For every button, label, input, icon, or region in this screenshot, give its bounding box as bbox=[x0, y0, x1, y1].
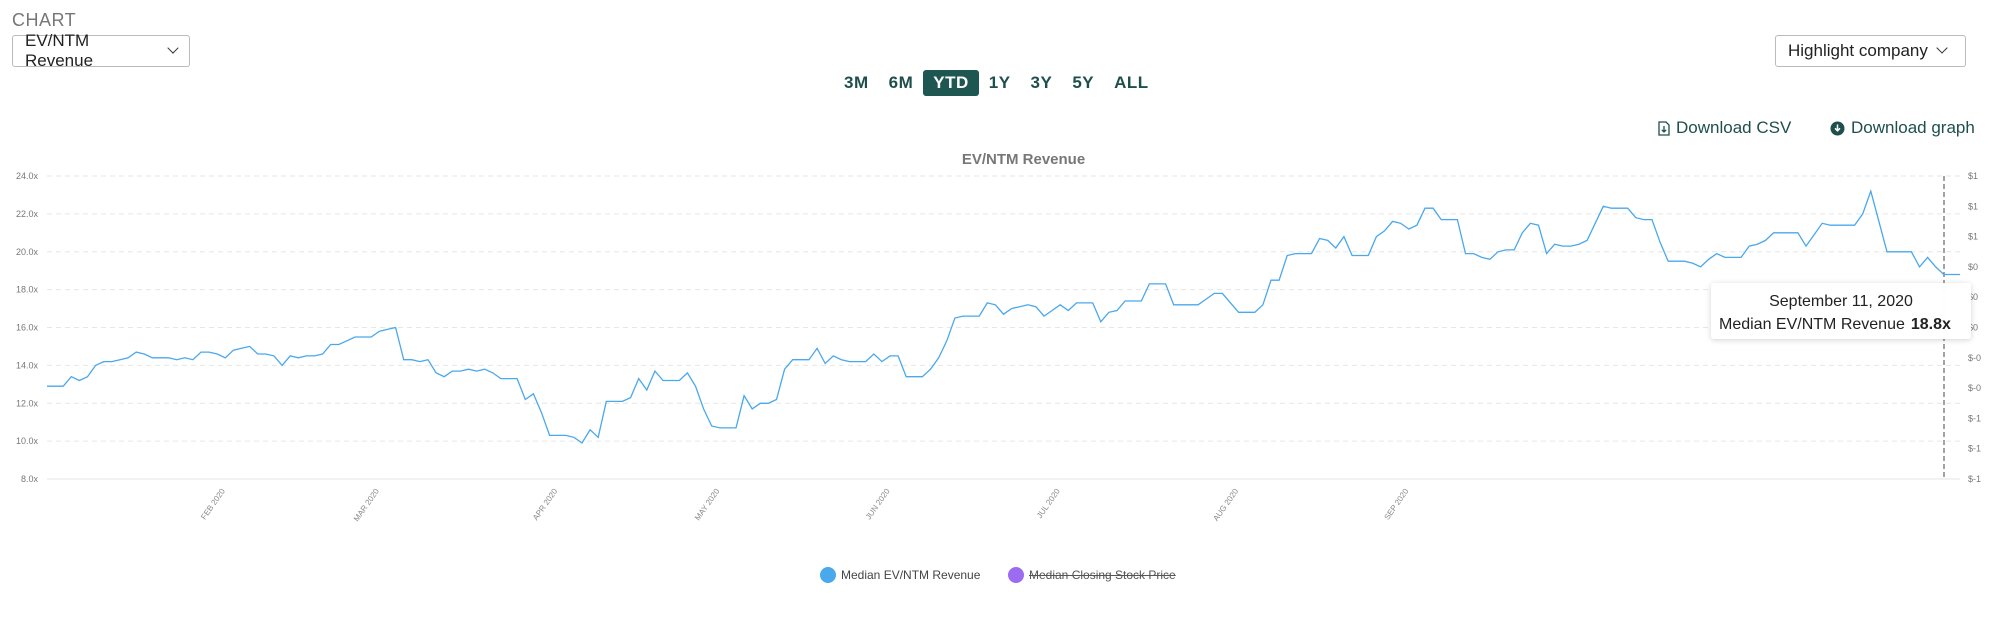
x-tick-label: MAR 2020 bbox=[352, 487, 381, 524]
y2-tick-label: $1 bbox=[1968, 201, 1978, 211]
y2-tick-label: $1 bbox=[1968, 232, 1978, 242]
legend-item-median-closing-stock-price[interactable]: Median Closing Stock Price bbox=[1008, 567, 1176, 583]
y-tick-label: 18.0x bbox=[16, 285, 39, 295]
legend-marker bbox=[1008, 567, 1024, 583]
x-tick-label: JUL 2020 bbox=[1035, 487, 1062, 520]
y2-tick-label: $0 bbox=[1968, 262, 1978, 272]
range-button-6m[interactable]: 6M bbox=[888, 73, 914, 92]
chart-tooltip: September 11, 2020 Median EV/NTM Revenue… bbox=[1711, 283, 1971, 339]
x-tick-label: MAY 2020 bbox=[693, 487, 722, 523]
x-tick-label: FEB 2020 bbox=[199, 487, 227, 522]
tooltip-date: September 11, 2020 bbox=[1769, 293, 1913, 310]
legend-marker bbox=[820, 567, 836, 583]
download-graph-link[interactable]: Download graph bbox=[1830, 118, 1975, 138]
y2-tick-label: $-1 bbox=[1968, 413, 1981, 423]
tooltip-series-label: Median EV/NTM Revenue bbox=[1719, 316, 1905, 333]
y-tick-label: 24.0x bbox=[16, 171, 39, 181]
download-circle-icon bbox=[1830, 121, 1845, 135]
y2-tick-label: $0 bbox=[1968, 292, 1978, 302]
y2-tick-label: $-0 bbox=[1968, 353, 1981, 363]
y-tick-label: 8.0x bbox=[21, 474, 39, 484]
download-csv-link[interactable]: Download CSV bbox=[1658, 118, 1791, 138]
file-download-icon bbox=[1658, 120, 1670, 136]
highlight-select-value: Highlight company bbox=[1788, 41, 1928, 60]
legend-label: Median EV/NTM Revenue bbox=[841, 568, 981, 582]
x-tick-label: JUN 2020 bbox=[864, 487, 892, 522]
range-button-1y[interactable]: 1Y bbox=[988, 73, 1011, 92]
tooltip-value: 18.8x bbox=[1910, 316, 1951, 333]
chart-title: EV/NTM Revenue bbox=[962, 151, 1085, 168]
chart-section-label: CHART bbox=[12, 10, 77, 30]
time-range-selector: 3M 6M YTD 1Y 3Y 5Y ALL bbox=[834, 70, 1159, 96]
y-tick-label: 22.0x bbox=[16, 209, 39, 219]
metric-select[interactable]: EV/NTM Revenue bbox=[12, 31, 190, 70]
y2-tick-label: $1 bbox=[1968, 171, 1978, 181]
download-graph-label: Download graph bbox=[1851, 118, 1975, 137]
y-tick-label: 12.0x bbox=[16, 398, 39, 408]
metric-select-value: EV/NTM Revenue bbox=[25, 31, 94, 70]
legend-item-ev-ntm-revenue[interactable]: Median EV/NTM Revenue bbox=[820, 567, 980, 583]
range-button-ytd[interactable]: YTD bbox=[923, 70, 979, 96]
range-button-3m[interactable]: 3M bbox=[844, 73, 869, 92]
y-tick-label: 16.0x bbox=[16, 323, 39, 333]
highlight-company-select[interactable]: Highlight company bbox=[1775, 35, 1966, 67]
y2-tick-label: $-0 bbox=[1968, 383, 1981, 393]
y2-tick-label: $-1 bbox=[1968, 444, 1981, 454]
x-tick-label: SEP 2020 bbox=[1382, 487, 1410, 522]
ev-ntm-revenue-chart: EV/NTM Revenue 24.0x 22.0x 20.0x 18.0x 16.0x 1… bbox=[16, 151, 1981, 524]
range-button-5y[interactable]: 5Y bbox=[1072, 73, 1095, 92]
y2-tick-label: $0 bbox=[1968, 323, 1978, 333]
chevron-down-icon bbox=[1936, 42, 1948, 54]
download-csv-label: Download CSV bbox=[1676, 118, 1792, 137]
legend-label: Median Closing Stock Price bbox=[1029, 568, 1176, 582]
x-tick-label: AUG 2020 bbox=[1211, 487, 1240, 523]
chevron-down-icon bbox=[167, 42, 179, 54]
y-tick-label: 20.0x bbox=[16, 247, 39, 257]
range-button-3y[interactable]: 3Y bbox=[1030, 73, 1053, 92]
series-line-median-ev-ntm-revenue bbox=[47, 189, 1960, 444]
range-button-all[interactable]: ALL bbox=[1114, 73, 1149, 92]
y-tick-label: 10.0x bbox=[16, 436, 39, 446]
y-tick-label: 14.0x bbox=[16, 360, 39, 370]
x-tick-label: APR 2020 bbox=[531, 487, 560, 522]
y2-tick-label: $-1 bbox=[1968, 474, 1981, 484]
